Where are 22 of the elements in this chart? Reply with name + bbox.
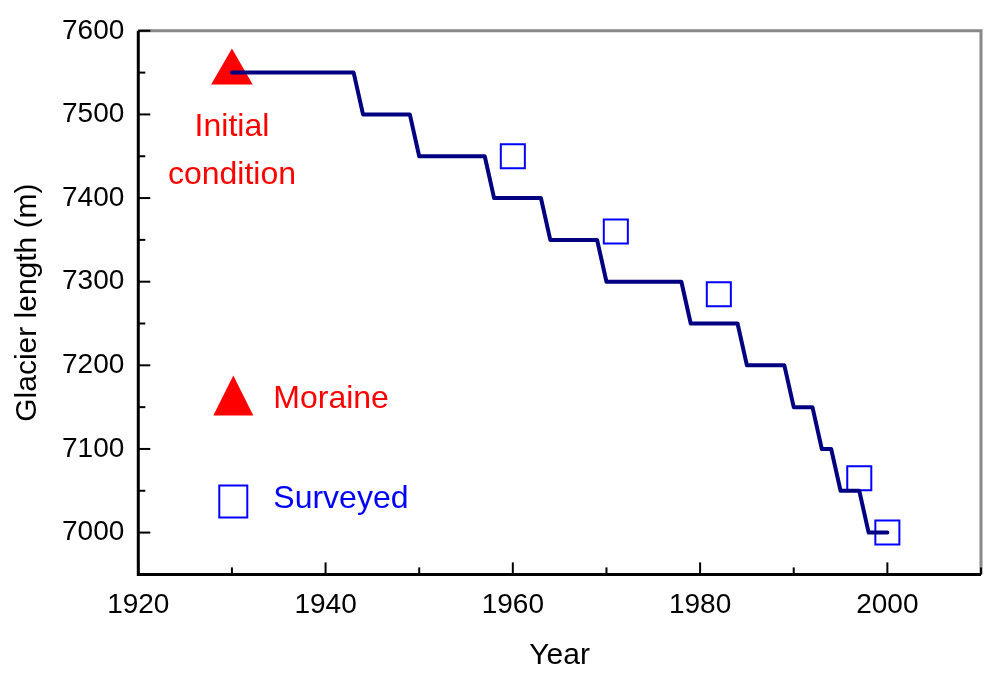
point	[499, 143, 526, 170]
x-tick-label: 2000	[856, 587, 919, 619]
y-tick-label: 7200	[61, 348, 125, 380]
point	[705, 281, 732, 308]
point	[846, 465, 873, 492]
x-tick-label: 1920	[107, 587, 170, 619]
legend-label: Surveyed	[273, 479, 409, 516]
y-tick-label: 7400	[61, 180, 125, 212]
y-tick-label: 7100	[61, 431, 125, 463]
legend-label: Moraine	[273, 379, 389, 416]
y-tick-label: 7600	[61, 13, 125, 45]
y-tick-label: 7500	[61, 97, 125, 129]
y-axis-title: Glacier length (m)	[9, 183, 43, 422]
x-tick-label: 1940	[294, 587, 357, 619]
x-tick-label: 1960	[481, 587, 544, 619]
point	[874, 519, 901, 546]
annotation: Initial condition	[167, 107, 296, 192]
x-axis-title: Year	[529, 637, 590, 671]
y-tick-label: 7000	[61, 515, 125, 547]
point	[602, 218, 629, 245]
x-tick-label: 1980	[668, 587, 732, 619]
y-tick-label: 7300	[61, 264, 125, 296]
